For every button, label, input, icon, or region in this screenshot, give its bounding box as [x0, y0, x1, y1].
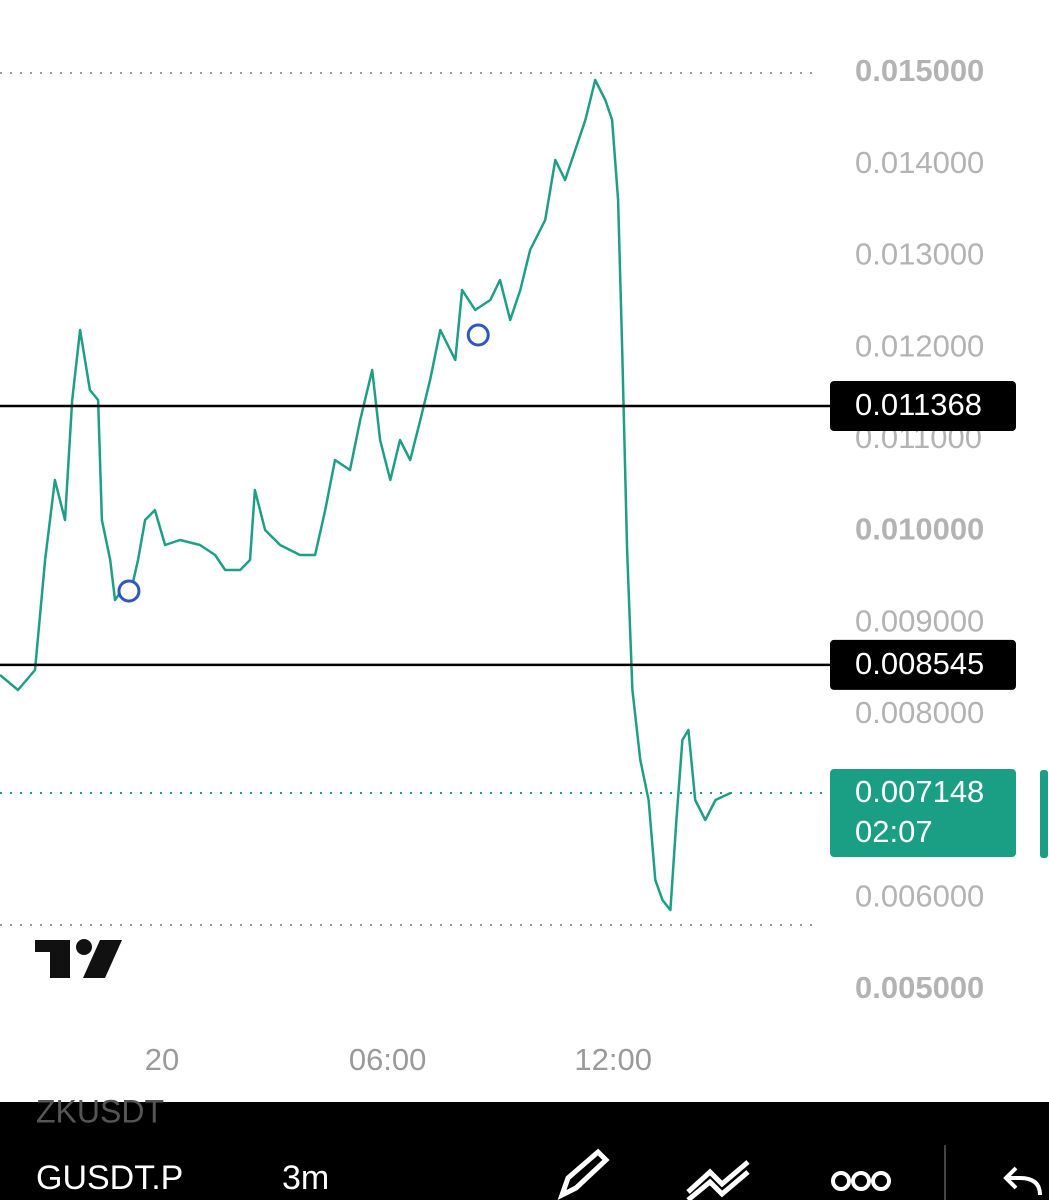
y-tick-label: 0.009000	[855, 603, 984, 638]
y-tick-label: 0.013000	[855, 237, 984, 272]
y-tick-label: 0.012000	[855, 328, 984, 363]
y-tick-label: 0.008000	[855, 695, 984, 730]
y-tick-label: 0.015000	[855, 53, 984, 88]
price-line	[0, 78, 732, 912]
faded-symbol: ZKUSDT	[36, 1093, 164, 1129]
x-tick-label: 20	[145, 1042, 179, 1077]
marker	[117, 579, 141, 603]
more-icon[interactable]	[831, 1171, 891, 1191]
undo-icon[interactable]	[1003, 1166, 1042, 1196]
y-tick-label: 0.014000	[855, 145, 984, 180]
scroll-indicator	[1040, 770, 1048, 858]
symbol[interactable]: GUSDT.P	[36, 1159, 183, 1197]
logo	[35, 939, 122, 978]
indicator-icon[interactable]	[686, 1160, 750, 1200]
x-tick-label: 12:00	[574, 1042, 652, 1077]
draw-icon[interactable]	[557, 1148, 610, 1200]
x-tick-label: 06:00	[349, 1042, 427, 1077]
current-price-label: 0.007148	[855, 774, 984, 809]
y-tick-label: 0.010000	[855, 512, 984, 547]
price-level-label: 0.011368	[855, 387, 982, 422]
y-tick-label: 0.005000	[855, 970, 984, 1005]
countdown: 02:07	[855, 814, 933, 849]
marker	[466, 323, 490, 347]
plot-area: 0.0050000.0060000.0070000.0080000.009000…	[0, 53, 1016, 1077]
price-level-box	[830, 639, 1016, 690]
interval[interactable]: 3m	[282, 1159, 329, 1197]
price-level-box	[830, 381, 1016, 432]
current-price-box	[830, 769, 1016, 858]
y-tick-label: 0.006000	[855, 879, 984, 914]
price-level-label: 0.008545	[855, 646, 984, 681]
